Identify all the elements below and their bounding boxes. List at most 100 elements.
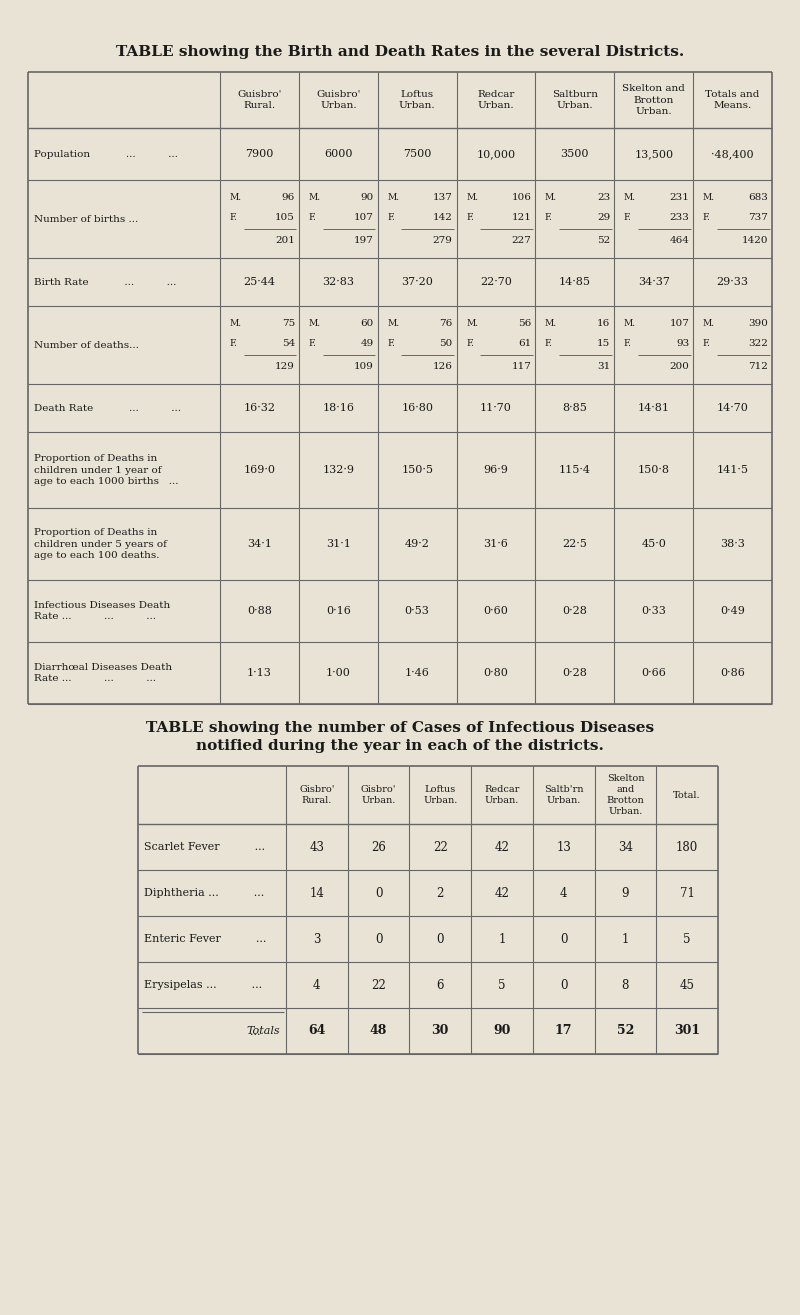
Text: Diarrhœal Diseases Death
Rate ...          ...          ...: Diarrhœal Diseases Death Rate ... ... ..… bbox=[34, 663, 172, 684]
Text: F.: F. bbox=[387, 339, 395, 348]
Text: Guisbro'
Urban.: Guisbro' Urban. bbox=[316, 89, 361, 110]
Text: 4: 4 bbox=[313, 978, 321, 992]
Text: M.: M. bbox=[545, 320, 557, 329]
Text: F.: F. bbox=[466, 339, 474, 348]
Text: F.: F. bbox=[545, 213, 553, 222]
Text: 0·28: 0·28 bbox=[562, 606, 587, 615]
Text: 8·85: 8·85 bbox=[562, 402, 587, 413]
Text: M.: M. bbox=[466, 193, 478, 203]
Text: Population           ...          ...: Population ... ... bbox=[34, 150, 178, 159]
Text: 22·70: 22·70 bbox=[480, 277, 512, 287]
Text: F.: F. bbox=[702, 339, 710, 348]
Text: 0·53: 0·53 bbox=[405, 606, 430, 615]
Text: 8: 8 bbox=[622, 978, 629, 992]
Text: 49: 49 bbox=[361, 339, 374, 348]
Text: 1: 1 bbox=[498, 932, 506, 945]
Text: 201: 201 bbox=[275, 235, 295, 245]
Text: F.: F. bbox=[230, 339, 238, 348]
Text: Enteric Fever          ...: Enteric Fever ... bbox=[144, 934, 266, 944]
Text: M.: M. bbox=[466, 320, 478, 329]
Text: 16: 16 bbox=[597, 320, 610, 329]
Text: 0: 0 bbox=[560, 978, 567, 992]
Text: 9: 9 bbox=[622, 886, 629, 899]
Text: 96: 96 bbox=[282, 193, 295, 203]
Text: 180: 180 bbox=[676, 840, 698, 853]
Text: TABLE showing the number of Cases of Infectious Diseases: TABLE showing the number of Cases of Inf… bbox=[146, 721, 654, 735]
Text: 142: 142 bbox=[433, 213, 453, 222]
Text: 683: 683 bbox=[748, 193, 768, 203]
Text: F.: F. bbox=[624, 339, 632, 348]
Text: 52: 52 bbox=[597, 235, 610, 245]
Text: Redcar
Urban.: Redcar Urban. bbox=[478, 89, 514, 110]
Text: 0·16: 0·16 bbox=[326, 606, 350, 615]
Text: F.: F. bbox=[702, 213, 710, 222]
Text: 150·5: 150·5 bbox=[401, 466, 433, 475]
Text: 0·28: 0·28 bbox=[562, 668, 587, 679]
Text: 106: 106 bbox=[512, 193, 531, 203]
Text: 16·80: 16·80 bbox=[401, 402, 433, 413]
Text: 34: 34 bbox=[618, 840, 633, 853]
Text: 137: 137 bbox=[433, 193, 453, 203]
Text: 13: 13 bbox=[556, 840, 571, 853]
Text: ...: ... bbox=[250, 1027, 261, 1038]
Text: 42: 42 bbox=[494, 886, 510, 899]
Text: Proportion of Deaths in
children under 5 years of
age to each 100 deaths.: Proportion of Deaths in children under 5… bbox=[34, 529, 167, 560]
Text: M.: M. bbox=[702, 320, 714, 329]
Text: 197: 197 bbox=[354, 235, 374, 245]
Text: F.: F. bbox=[545, 339, 553, 348]
Text: 76: 76 bbox=[439, 320, 453, 329]
Text: M.: M. bbox=[387, 320, 399, 329]
Text: 0·88: 0·88 bbox=[247, 606, 272, 615]
Text: 109: 109 bbox=[354, 362, 374, 371]
Text: 121: 121 bbox=[512, 213, 531, 222]
Text: 14·70: 14·70 bbox=[717, 402, 749, 413]
Text: 34·1: 34·1 bbox=[247, 539, 272, 548]
Text: 18·16: 18·16 bbox=[322, 402, 354, 413]
Text: M.: M. bbox=[624, 193, 636, 203]
Text: Totals and
Means.: Totals and Means. bbox=[706, 89, 760, 110]
Text: 150·8: 150·8 bbox=[638, 466, 670, 475]
Text: 45·0: 45·0 bbox=[642, 539, 666, 548]
Text: 301: 301 bbox=[674, 1024, 700, 1038]
Text: 54: 54 bbox=[282, 339, 295, 348]
Text: 49·2: 49·2 bbox=[405, 539, 430, 548]
Text: 45: 45 bbox=[680, 978, 694, 992]
Text: Saltburn
Urban.: Saltburn Urban. bbox=[552, 89, 598, 110]
Text: 231: 231 bbox=[670, 193, 689, 203]
Text: 5: 5 bbox=[683, 932, 691, 945]
Text: F.: F. bbox=[230, 213, 238, 222]
Text: 129: 129 bbox=[275, 362, 295, 371]
Text: 0·86: 0·86 bbox=[720, 668, 745, 679]
Text: 25·44: 25·44 bbox=[243, 277, 275, 287]
Text: 64: 64 bbox=[308, 1024, 326, 1038]
Text: 50: 50 bbox=[439, 339, 453, 348]
Text: 3: 3 bbox=[313, 932, 321, 945]
Text: Proportion of Deaths in
children under 1 year of
age to each 1000 births   ...: Proportion of Deaths in children under 1… bbox=[34, 454, 178, 487]
Text: 0·60: 0·60 bbox=[483, 606, 509, 615]
Text: 141·5: 141·5 bbox=[717, 466, 749, 475]
Text: Scarlet Fever          ...: Scarlet Fever ... bbox=[144, 842, 265, 852]
Text: 6000: 6000 bbox=[324, 149, 353, 159]
Text: Number of deaths...: Number of deaths... bbox=[34, 341, 139, 350]
Text: Erysipelas ...          ...: Erysipelas ... ... bbox=[144, 980, 262, 990]
Text: M.: M. bbox=[230, 193, 242, 203]
Text: 233: 233 bbox=[670, 213, 689, 222]
Text: Infectious Diseases Death
Rate ...          ...          ...: Infectious Diseases Death Rate ... ... .… bbox=[34, 601, 170, 621]
Text: 737: 737 bbox=[748, 213, 768, 222]
Text: 712: 712 bbox=[748, 362, 768, 371]
Text: Totals: Totals bbox=[246, 1026, 280, 1036]
Text: 1·46: 1·46 bbox=[405, 668, 430, 679]
Text: 200: 200 bbox=[670, 362, 689, 371]
Text: 61: 61 bbox=[518, 339, 531, 348]
Text: 15: 15 bbox=[597, 339, 610, 348]
Text: 29·33: 29·33 bbox=[717, 277, 749, 287]
Text: 464: 464 bbox=[670, 235, 689, 245]
Text: 38·3: 38·3 bbox=[720, 539, 745, 548]
Text: M.: M. bbox=[308, 193, 321, 203]
Text: 93: 93 bbox=[676, 339, 689, 348]
Text: 14: 14 bbox=[310, 886, 324, 899]
Text: 5: 5 bbox=[498, 978, 506, 992]
Text: F.: F. bbox=[308, 213, 316, 222]
Text: 132·9: 132·9 bbox=[322, 466, 354, 475]
Text: 17: 17 bbox=[555, 1024, 573, 1038]
